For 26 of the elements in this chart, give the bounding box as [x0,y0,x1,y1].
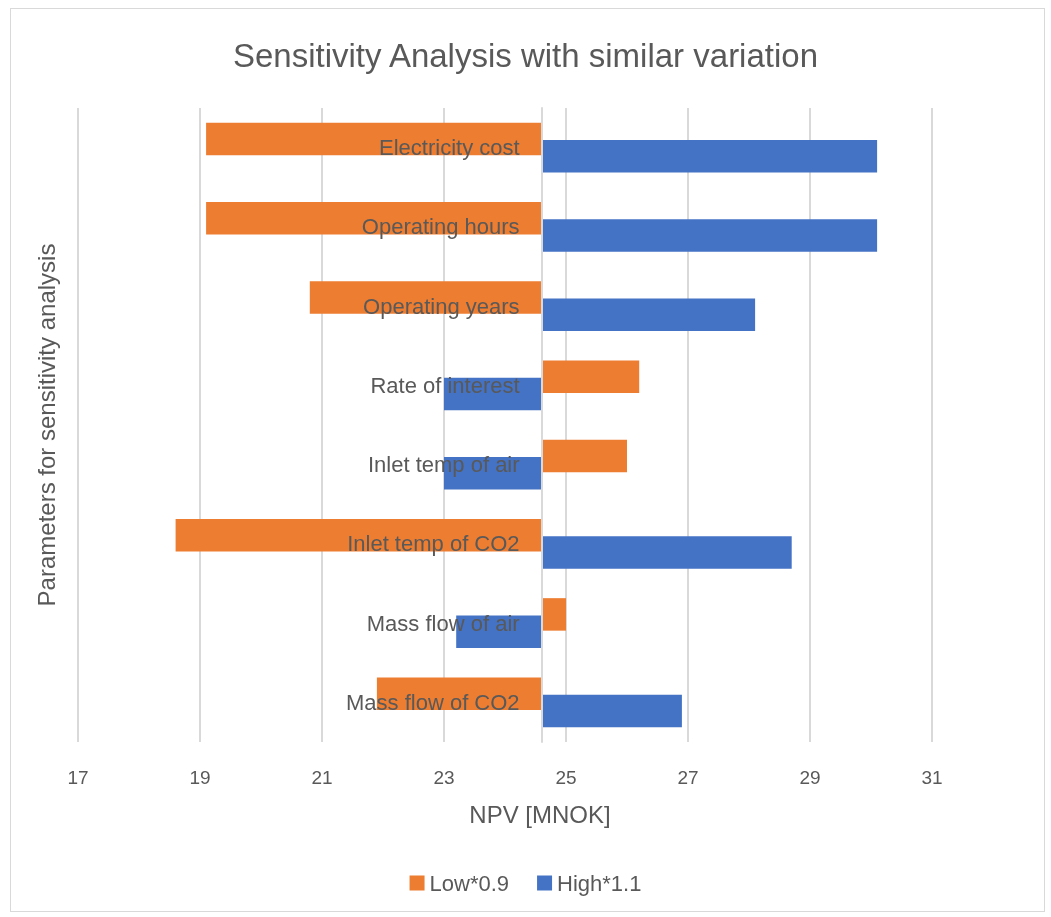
x-tick-label: 21 [311,767,333,788]
x-tick-label: 25 [555,767,577,788]
x-tick-label: 27 [677,767,699,788]
bar [541,598,566,631]
bar [541,536,792,569]
x-tick-label: 17 [67,767,89,788]
bar [541,140,878,173]
y-tick-label: Electricity cost [379,135,520,161]
y-tick-label: Rate of interest [370,372,520,398]
x-tick-label: 29 [799,767,821,788]
legend-label: Low*0.9 [429,870,510,896]
y-tick-label: Operating hours [361,214,520,240]
y-tick-label: Inlet temp of CO2 [347,531,520,557]
x-tick-label: 19 [189,767,211,788]
bar [541,694,682,728]
x-tick-label: 23 [433,767,455,788]
y-axis-title: Parameters for sensitivity analysis [32,243,60,607]
x-axis-title: NPV [MNOK] [469,800,611,828]
bar [541,360,640,393]
bar [541,439,627,473]
chart-title: Sensitivity Analysis with similar variation [232,37,819,74]
legend-label: High*1.1 [557,870,642,896]
y-tick-label: Operating years [363,293,520,319]
bar [541,219,878,252]
bar [541,298,756,332]
x-tick-label: 31 [921,767,943,788]
